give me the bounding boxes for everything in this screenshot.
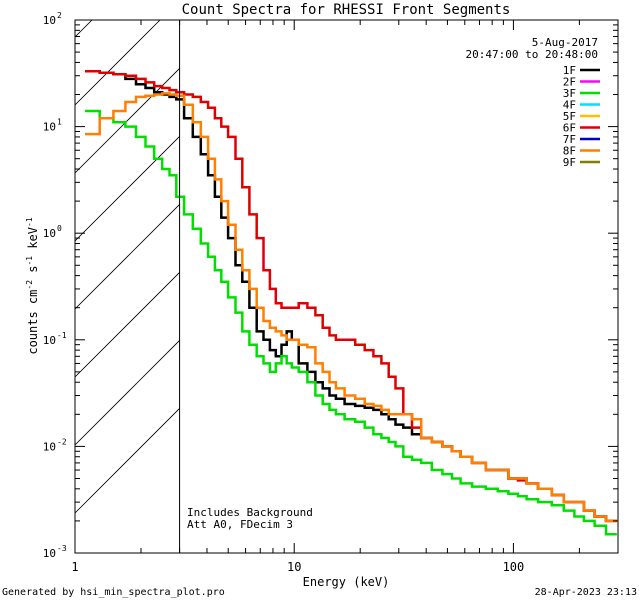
hatch-line (75, 67, 180, 174)
hatch-line (75, 407, 180, 514)
annotation-background: Includes Background (187, 506, 313, 519)
y-axis-label-base: counts cm (26, 290, 40, 355)
y-axis-label-exp3: -1 (25, 217, 34, 227)
legend-label-4F: 4F (563, 99, 576, 112)
y-tick-exponent: -3 (57, 544, 67, 553)
x-axis-label: Energy (keV) (303, 575, 390, 589)
chart-title: Count Spectra for RHESSI Front Segments (182, 2, 511, 18)
x-tick-label: 1 (71, 560, 78, 574)
series-6F (85, 70, 617, 523)
x-tick-label: 100 (503, 560, 525, 574)
legend-label-9F: 9F (563, 156, 576, 169)
date-label: 5-Aug-2017 (532, 36, 598, 49)
y-axis-label-kev: keV (26, 227, 40, 256)
legend-label-3F: 3F (563, 87, 576, 100)
plot-frame (74, 19, 619, 554)
y-axis-label-exp2: -1 (25, 256, 34, 266)
generated-by-label: Generated by hsi_min_spectra_plot.pro (2, 587, 225, 598)
legend-label-5F: 5F (563, 110, 576, 123)
y-tick-label: 10 (43, 14, 56, 27)
y-axis-label-s: s (26, 266, 40, 280)
y-tick-exponent: 2 (57, 11, 62, 20)
y-tick-exponent: -2 (57, 437, 67, 446)
hatch-line (75, 271, 180, 378)
y-tick-label: 10 (43, 334, 56, 347)
y-tick-label: 10 (43, 121, 56, 134)
legend-label-8F: 8F (563, 145, 576, 158)
series-8F (85, 92, 617, 523)
time-range-label: 20:47:00 to 20:48:00 (466, 48, 598, 61)
y-tick-exponent: 0 (57, 224, 62, 233)
legend-label-7F: 7F (563, 133, 576, 146)
y-tick-label: 10 (43, 227, 56, 240)
hatch-line (75, 339, 180, 446)
x-axis-ticks: 1 10 100 (71, 20, 619, 574)
hatch-line (75, 135, 180, 242)
series-3F (85, 109, 617, 536)
y-tick-exponent: -1 (57, 331, 67, 340)
annotation-attenuator: Att A0, FDecim 3 (187, 518, 293, 531)
timestamp-label: 28-Apr-2023 23:13 (535, 587, 637, 598)
hatch-line (75, 203, 180, 310)
y-tick-label: 10 (43, 440, 56, 453)
legend-label-1F: 1F (563, 64, 576, 77)
legend-label-6F: 6F (563, 122, 576, 135)
y-axis-label-exp1: -2 (25, 280, 34, 290)
y-tick-exponent: 1 (57, 118, 62, 127)
legend-label-2F: 2F (563, 76, 576, 89)
series-1F (85, 70, 617, 523)
excluded-energy-hatch (75, 20, 180, 514)
series-layer (85, 70, 617, 536)
y-tick-label: 10 (43, 547, 56, 560)
x-tick-label: 10 (287, 560, 301, 574)
y-axis-label: counts cm-2 s-1 keV-1 (25, 217, 40, 354)
